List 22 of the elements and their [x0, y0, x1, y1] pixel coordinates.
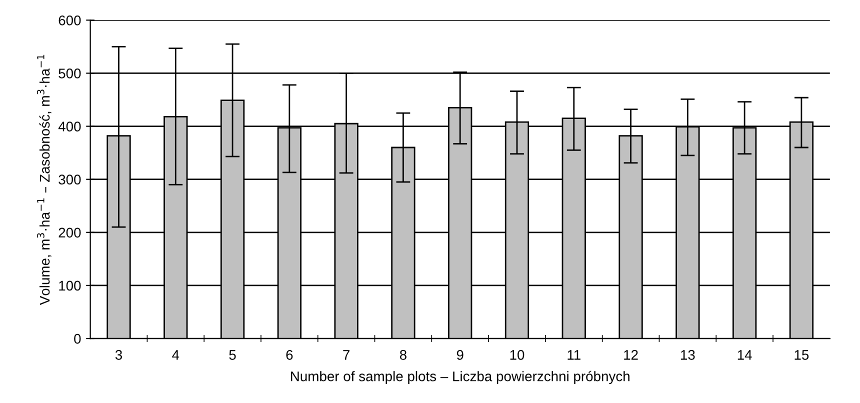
y-tick-label: 200: [58, 228, 81, 238]
x-tick-label: 15: [794, 350, 809, 360]
y-tick-label: 100: [59, 280, 81, 291]
x-tick-label: 8: [400, 350, 406, 360]
x-tick-label: 12: [624, 350, 638, 360]
y-tick-label: 500: [58, 68, 81, 78]
x-tick-label: 14: [738, 350, 752, 360]
y-axis-title: Volume, m$^{3}$·ha$^{−1}$ – Zasobność, m$^{3}$·ha$^{−1}$: [37, 54, 52, 306]
x-tick-label: 4: [172, 350, 180, 360]
x-tick-label: 5: [229, 350, 236, 360]
x-tick-label: 6: [286, 350, 293, 360]
y-tick-label: 300: [58, 174, 81, 185]
y-tick-label: 0: [74, 334, 81, 344]
x-tick-label: 11: [568, 350, 580, 360]
y-tick-label: 400: [58, 122, 81, 132]
x-tick-label: 13: [681, 350, 695, 360]
x-axis-title: Number of sample plots – Liczba powierzchni próbnych: [291, 370, 630, 384]
y-tick-label: 600: [58, 15, 81, 26]
x-tick-label: 7: [343, 350, 350, 360]
x-tick-label: 3: [115, 350, 122, 360]
x-tick-label: 9: [456, 350, 464, 360]
x-tick-label: 10: [510, 350, 524, 360]
